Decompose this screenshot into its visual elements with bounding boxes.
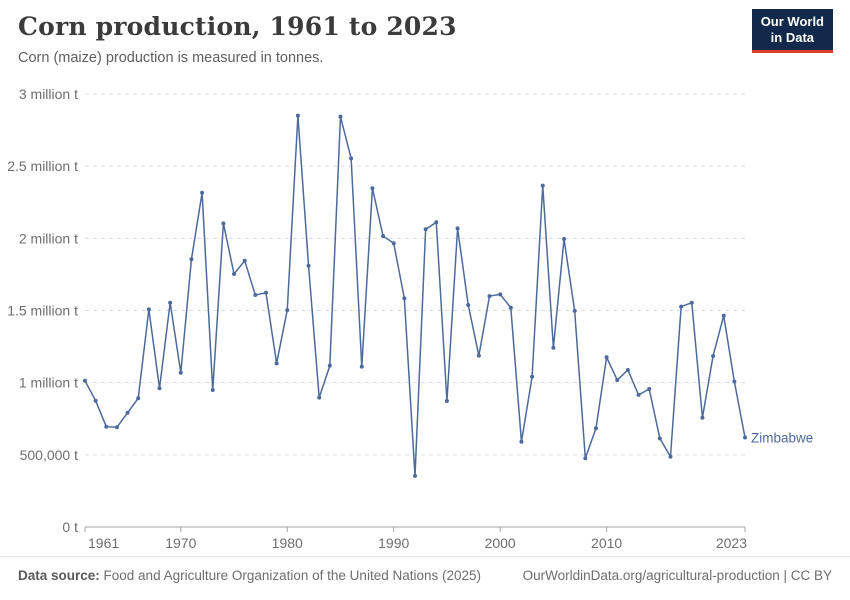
data-point[interactable] (625, 367, 630, 372)
data-point[interactable] (466, 303, 471, 308)
data-point[interactable] (253, 293, 258, 298)
owid-link[interactable]: OurWorldinData.org/agricultural-producti… (522, 568, 832, 583)
data-point[interactable] (263, 290, 268, 295)
data-point[interactable] (93, 398, 98, 403)
data-point[interactable] (743, 435, 747, 440)
owid-logo-line2: in Data (770, 30, 815, 46)
y-axis-label: 1.5 million t (7, 303, 78, 319)
line-chart: 0 t 500,000 t 1 million t 1.5 million t 2 mi… (7, 86, 813, 551)
production-line[interactable] (84, 114, 746, 477)
data-point[interactable] (583, 456, 588, 461)
y-axis-label: 2 million t (19, 230, 78, 246)
data-point[interactable] (540, 183, 545, 188)
y-axis-label: 1 million t (19, 375, 78, 391)
data-point[interactable] (200, 190, 205, 195)
x-axis-label: 1961 (88, 535, 119, 551)
data-point[interactable] (391, 241, 396, 246)
data-point[interactable] (306, 263, 311, 268)
data-point[interactable] (732, 379, 737, 384)
x-axis-label: 2000 (485, 535, 516, 551)
data-point[interactable] (636, 392, 641, 397)
data-source-label: Data source: (18, 568, 100, 583)
data-point[interactable] (530, 374, 535, 379)
y-axis-label: 0 t (62, 519, 78, 535)
data-point[interactable] (423, 227, 428, 232)
data-point[interactable] (700, 415, 705, 420)
data-point[interactable] (413, 473, 417, 478)
data-point[interactable] (178, 370, 183, 375)
data-point[interactable] (668, 454, 673, 459)
y-axis-label: 500,000 t (20, 447, 78, 463)
data-point[interactable] (593, 426, 598, 431)
data-point[interactable] (679, 304, 684, 309)
data-point[interactable] (274, 361, 279, 366)
x-axis-label: 1970 (165, 535, 196, 551)
data-point[interactable] (327, 363, 332, 368)
data-point[interactable] (519, 439, 524, 444)
data-source: Data source: Food and Agriculture Organi… (18, 568, 481, 583)
data-source-text: Food and Agriculture Organization of the… (99, 568, 482, 583)
data-point[interactable] (136, 396, 141, 401)
x-axis-label: 1990 (378, 535, 409, 551)
y-axis-label: 3 million t (19, 86, 78, 102)
data-point[interactable] (476, 353, 481, 358)
data-point[interactable] (711, 353, 716, 358)
data-point[interactable] (604, 355, 609, 360)
data-point[interactable] (221, 221, 226, 226)
page-title: Corn production, 1961 to 2023 (18, 12, 457, 41)
data-point[interactable] (498, 292, 503, 297)
data-point[interactable] (562, 237, 567, 242)
data-point[interactable] (434, 220, 439, 225)
data-point[interactable] (285, 308, 290, 313)
owid-logo-line1: Our World (760, 14, 824, 29)
chart-footer: Data source: Food and Agriculture Organi… (0, 556, 850, 583)
data-point[interactable] (689, 300, 694, 305)
data-point[interactable] (189, 257, 194, 262)
data-point[interactable] (615, 378, 620, 383)
chart-subtitle: Corn (maize) production is measured in t… (18, 50, 324, 66)
data-point[interactable] (657, 436, 662, 441)
data-point[interactable] (572, 308, 577, 313)
owid-logo[interactable]: Our World in Data (751, 9, 833, 53)
data-point[interactable] (114, 425, 119, 430)
data-point[interactable] (647, 387, 652, 392)
data-point[interactable] (455, 226, 460, 231)
data-point[interactable] (444, 398, 449, 403)
data-point[interactable] (317, 395, 322, 400)
data-point[interactable] (210, 388, 215, 393)
data-point[interactable] (338, 114, 343, 119)
data-point[interactable] (359, 364, 364, 369)
data-point[interactable] (125, 410, 130, 415)
data-point[interactable] (370, 186, 375, 191)
data-point[interactable] (487, 294, 492, 299)
data-point[interactable] (349, 156, 354, 161)
data-point[interactable] (168, 300, 173, 305)
x-axis-label: 2010 (591, 535, 622, 551)
data-point[interactable] (83, 378, 87, 383)
x-axis-label: 1980 (272, 535, 303, 551)
data-point[interactable] (508, 305, 513, 310)
data-point[interactable] (157, 386, 162, 391)
x-axis-label: 2023 (716, 535, 747, 551)
data-point[interactable] (721, 313, 726, 318)
data-point[interactable] (242, 258, 247, 263)
data-point[interactable] (232, 271, 237, 276)
y-axis-label: 2.5 million t (7, 158, 78, 174)
data-point[interactable] (104, 424, 109, 429)
data-point[interactable] (551, 345, 556, 350)
data-point[interactable] (295, 113, 300, 118)
data-point[interactable] (381, 234, 386, 239)
data-point[interactable] (146, 307, 151, 312)
data-point[interactable] (402, 296, 407, 301)
entity-label[interactable]: Zimbabwe (751, 431, 813, 446)
